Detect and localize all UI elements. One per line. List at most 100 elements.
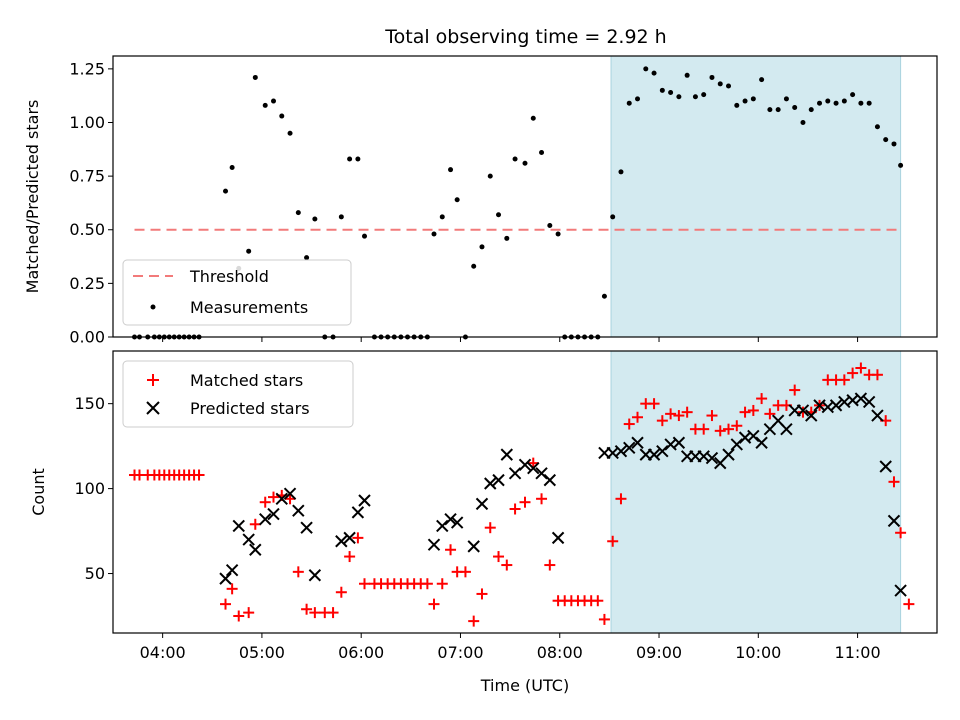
matched-star-point xyxy=(226,583,238,595)
matched-star-point xyxy=(484,522,496,534)
measurement-point xyxy=(229,165,235,171)
measurement-point xyxy=(471,263,477,269)
measurement-point xyxy=(643,66,649,72)
predicted-star-point xyxy=(722,448,735,461)
predicted-star-point xyxy=(647,448,661,461)
measurement-point xyxy=(223,188,229,194)
matched-star-point xyxy=(327,607,339,619)
predicted-star-point xyxy=(308,569,322,582)
matched-star-point xyxy=(359,578,371,590)
measurement-point xyxy=(750,96,756,102)
measurement-point xyxy=(635,96,641,102)
predicted-star-point xyxy=(267,507,280,521)
matched-star-point xyxy=(249,518,261,530)
measurement-point xyxy=(439,214,445,220)
measurement-point xyxy=(833,100,839,106)
predicted-star-point xyxy=(656,445,669,458)
measurement-point xyxy=(246,248,252,254)
matched-star-point xyxy=(615,493,627,505)
measurement-point xyxy=(504,235,510,241)
matched-star-point xyxy=(476,588,488,600)
matched-star-point xyxy=(632,411,644,423)
top-shaded-region xyxy=(610,55,902,338)
predicted-star-point xyxy=(780,422,793,436)
predicted-star-point xyxy=(862,395,876,409)
matched-star-point xyxy=(284,493,296,505)
measurement-point xyxy=(883,137,889,143)
x-tick-label: 05:00 xyxy=(239,643,285,662)
measurement-point xyxy=(547,222,553,228)
predicted-star-point xyxy=(475,497,489,511)
measurement-point xyxy=(825,98,831,104)
matched-star-point xyxy=(747,404,759,416)
x-tick-label: 07:00 xyxy=(437,643,483,662)
predicted-star-point xyxy=(259,512,272,526)
measurement-point xyxy=(734,102,740,108)
measurement-point xyxy=(355,156,361,162)
predicted-star-point xyxy=(484,477,497,490)
y-tick-label: 0.00 xyxy=(69,328,105,347)
predicted-star-point xyxy=(427,538,441,551)
measurement-point xyxy=(841,98,847,104)
x-axis-label: Time (UTC) xyxy=(480,676,569,695)
measurement-point xyxy=(808,107,814,113)
matched-star-point xyxy=(436,578,448,590)
predicted-star-point xyxy=(444,512,457,526)
predicted-star-point xyxy=(879,460,892,473)
predicted-star-point xyxy=(283,487,297,500)
matched-star-point xyxy=(301,603,313,615)
matched-star-point xyxy=(723,423,735,435)
bottom-axes-frame xyxy=(112,350,938,634)
legend-matched-swatch xyxy=(147,374,159,386)
measurement-point xyxy=(555,231,561,237)
matched-star-point xyxy=(847,367,859,379)
x-tick-label: 09:00 xyxy=(636,643,682,662)
matched-star-point xyxy=(903,598,915,610)
measurement-point xyxy=(522,160,528,166)
x-tick-label: 04:00 xyxy=(140,643,186,662)
legend-measurements-swatch xyxy=(150,304,156,310)
measurement-point xyxy=(676,94,682,100)
predicted-star-point xyxy=(500,448,514,461)
predicted-star-point xyxy=(755,436,768,449)
predicted-star-point xyxy=(508,467,522,480)
bottom-legend: Matched stars Predicted stars xyxy=(122,360,354,428)
measurement-point xyxy=(858,100,864,106)
matched-star-point xyxy=(888,476,900,488)
predicted-star-point xyxy=(623,441,636,455)
predicted-star-point xyxy=(358,494,371,507)
measurement-point xyxy=(601,293,607,299)
predicted-star-point xyxy=(871,409,884,422)
matched-star-point xyxy=(233,610,245,622)
matched-star-point xyxy=(445,544,457,556)
measurement-point xyxy=(270,98,276,104)
predicted-star-point xyxy=(292,504,305,517)
measurement-point xyxy=(792,104,798,110)
measurement-point xyxy=(717,81,723,87)
predicted-star-point xyxy=(887,514,901,528)
predicted-star-point xyxy=(335,535,348,548)
matched-star-point xyxy=(681,406,693,418)
predicted-star-point xyxy=(232,519,245,533)
measurement-point xyxy=(626,100,632,106)
measurement-point xyxy=(709,74,715,80)
predicted-star-point xyxy=(894,584,907,597)
y-tick-label: 1.00 xyxy=(69,113,105,132)
measurement-point xyxy=(362,233,368,239)
matched-star-point xyxy=(509,503,521,515)
measurement-point xyxy=(479,244,485,250)
matched-star-point xyxy=(855,362,867,374)
predicted-star-point xyxy=(467,540,480,553)
measurement-point xyxy=(668,89,674,95)
legend-measurements-label: Measurements xyxy=(190,298,308,317)
matched-star-point xyxy=(352,532,364,544)
measurement-point xyxy=(295,210,301,216)
measurement-point xyxy=(817,100,823,106)
measurement-point xyxy=(312,216,318,222)
matched-star-point xyxy=(731,420,743,432)
x-tick-label: 11:00 xyxy=(835,643,881,662)
top-y-axis-label: Matched/Predicted stars xyxy=(23,100,42,294)
measurement-point xyxy=(448,167,454,173)
matched-star-point xyxy=(607,535,619,547)
